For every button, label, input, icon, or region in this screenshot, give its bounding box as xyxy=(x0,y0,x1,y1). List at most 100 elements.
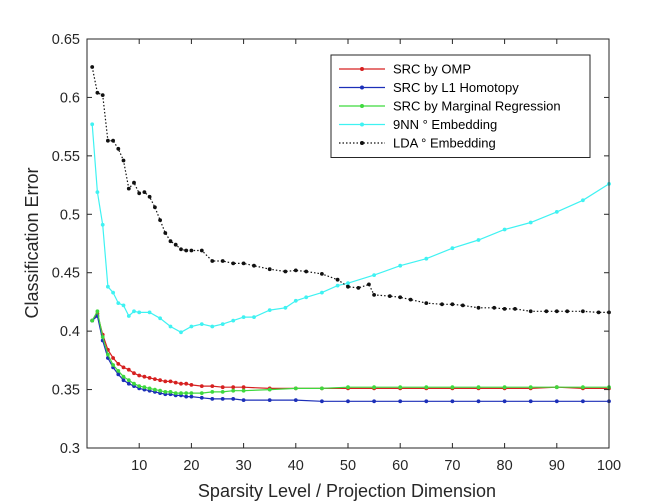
legend-swatch-marker xyxy=(360,67,364,71)
data-point xyxy=(189,383,194,387)
legend-swatch-marker xyxy=(360,141,364,145)
data-point xyxy=(153,377,157,381)
data-point xyxy=(184,391,189,395)
data-point xyxy=(199,395,204,400)
data-point xyxy=(293,398,298,402)
data-point xyxy=(158,218,163,223)
data-point xyxy=(179,391,183,395)
data-point xyxy=(476,305,481,310)
y-tick-label: 0.65 xyxy=(52,32,80,48)
data-point xyxy=(147,194,152,199)
data-point xyxy=(158,378,163,383)
data-point xyxy=(189,394,194,399)
data-point xyxy=(132,309,136,314)
data-point xyxy=(544,309,549,314)
y-tick-label: 0.3 xyxy=(60,441,80,457)
data-point xyxy=(126,381,131,386)
data-point xyxy=(210,384,215,388)
data-point xyxy=(335,277,340,282)
data-point xyxy=(121,303,126,308)
data-point xyxy=(116,369,121,373)
data-point xyxy=(158,388,163,393)
data-point xyxy=(90,318,95,323)
data-point xyxy=(121,158,126,163)
data-point xyxy=(398,385,403,390)
data-point xyxy=(100,93,105,97)
series-1 xyxy=(90,311,611,391)
data-point xyxy=(137,310,142,315)
data-point xyxy=(220,390,225,394)
x-tick-label: 80 xyxy=(497,458,513,474)
data-point xyxy=(554,399,559,404)
data-point xyxy=(111,138,115,143)
data-point xyxy=(424,301,429,305)
y-tick-label: 0.35 xyxy=(52,383,80,399)
data-point xyxy=(241,385,246,390)
x-tick-label: 70 xyxy=(444,458,460,474)
data-point xyxy=(528,385,533,390)
data-point xyxy=(126,186,131,191)
legend-item: 9NN ° Embedding xyxy=(339,117,497,132)
data-point xyxy=(304,269,309,274)
data-point xyxy=(142,190,147,195)
data-point xyxy=(424,399,429,404)
data-point xyxy=(241,261,246,266)
data-point xyxy=(293,298,298,303)
data-point xyxy=(267,267,272,272)
data-point xyxy=(513,307,517,311)
x-tick-label: 50 xyxy=(340,458,356,474)
data-point xyxy=(346,284,350,289)
legend-swatch-marker xyxy=(360,122,364,127)
data-point xyxy=(581,309,585,314)
data-point xyxy=(179,330,183,335)
data-point xyxy=(142,385,147,390)
legend-item: LDA ° Embedding xyxy=(339,136,496,151)
data-point xyxy=(189,391,194,395)
data-point xyxy=(158,316,163,321)
data-point xyxy=(163,390,168,394)
y-tick-label: 0.4 xyxy=(60,324,80,340)
data-point xyxy=(126,378,131,383)
data-point xyxy=(184,394,189,399)
data-point xyxy=(528,399,533,404)
series-layer xyxy=(90,65,611,404)
data-point xyxy=(142,374,147,379)
data-point xyxy=(241,398,246,402)
data-point xyxy=(293,268,298,273)
data-point xyxy=(476,385,481,390)
data-point xyxy=(184,381,189,386)
data-point xyxy=(502,227,507,232)
data-point xyxy=(95,90,100,95)
data-point xyxy=(163,379,168,384)
data-point xyxy=(153,205,157,210)
x-tick-label: 90 xyxy=(549,458,565,474)
x-tick-label: 10 xyxy=(131,458,147,474)
data-point xyxy=(476,238,481,242)
data-point xyxy=(372,273,376,277)
data-point xyxy=(121,374,126,379)
data-point xyxy=(90,65,95,69)
data-point xyxy=(111,356,115,360)
data-point xyxy=(450,399,455,404)
data-point xyxy=(199,322,204,326)
data-point xyxy=(335,283,340,288)
data-point xyxy=(450,385,455,390)
data-point xyxy=(424,385,429,390)
data-point xyxy=(210,397,215,401)
data-point xyxy=(267,308,272,312)
data-point xyxy=(100,335,105,339)
legend-label: LDA ° Embedding xyxy=(393,136,496,151)
data-point xyxy=(502,399,507,404)
data-point xyxy=(554,385,559,390)
series-3 xyxy=(90,309,611,395)
data-point xyxy=(121,378,126,383)
data-point xyxy=(137,384,142,388)
data-point xyxy=(440,302,444,307)
legend-label: SRC by OMP xyxy=(393,62,471,77)
data-point xyxy=(220,397,225,401)
data-point xyxy=(132,371,136,376)
data-point xyxy=(163,231,168,235)
legend-item: SRC by OMP xyxy=(339,62,471,77)
data-point xyxy=(424,256,429,261)
